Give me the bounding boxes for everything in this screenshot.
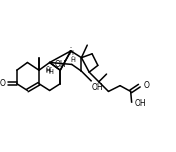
Text: ··: ·· [49,65,52,70]
Text: OH: OH [54,60,66,69]
Text: H: H [68,50,73,56]
Text: Ḧ: Ḧ [70,57,75,63]
Text: O: O [0,79,5,88]
Text: Ḣ: Ḣ [45,67,50,74]
Text: OH: OH [92,83,104,92]
Text: ··: ·· [69,45,72,50]
Text: O: O [143,81,149,90]
Text: OH: OH [134,99,146,109]
Text: Ḧ: Ḧ [45,67,50,73]
Text: H: H [48,69,53,75]
